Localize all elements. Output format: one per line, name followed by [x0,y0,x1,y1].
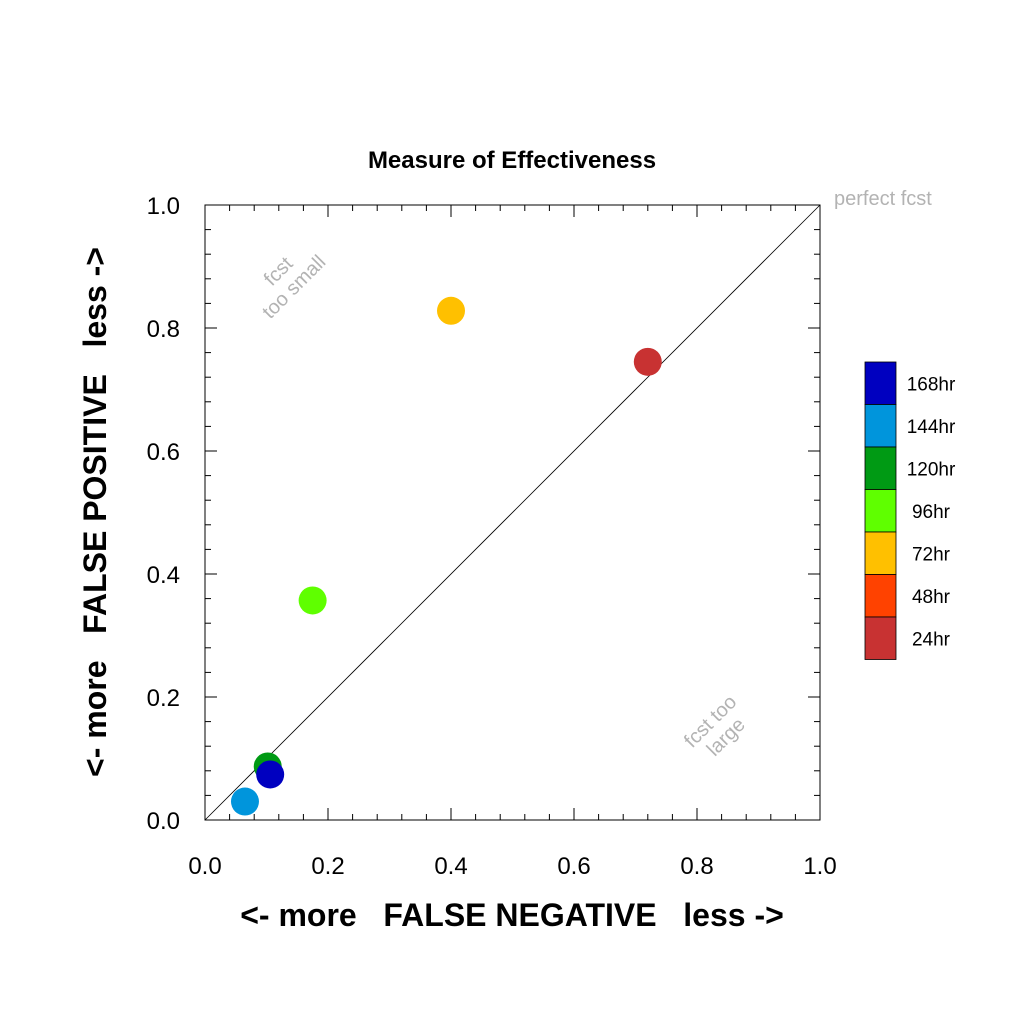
legend-label-144hr: 144hr [907,417,956,438]
legend-swatch-96hr [864,489,897,533]
annotation-perfect-fcst: perfect fcst [834,188,932,210]
legend-label-96hr: 96hr [912,502,951,523]
legend-swatch-168hr [864,361,897,405]
x-tick-label: 1.0 [803,853,836,880]
x-tick-labels: 0.0 0.2 0.4 0.6 0.8 1.0 [188,853,836,880]
point-96hr [298,586,327,615]
legend-swatch-48hr [864,574,897,618]
x-tick-label: 0.2 [311,853,344,880]
y-axis-label: <- more FALSE POSITIVE less -> [77,247,113,777]
x-tick-label: 0.8 [680,853,713,880]
plot-area [204,204,821,821]
x-tick-label: 0.0 [188,853,221,880]
legend-label-72hr: 72hr [912,544,951,565]
y-tick-labels: 0.0 0.2 0.4 0.6 0.8 1.0 [147,193,180,835]
chart-title: Measure of Effectiveness [368,147,656,174]
y-tick-label: 0.8 [147,316,180,343]
plot-frame [204,204,821,821]
legend-label-120hr: 120hr [907,459,956,480]
legend-label-168hr: 168hr [907,374,956,395]
y-tick-label: 0.6 [147,439,180,466]
annotation-fcst-too-large: fcst too large [680,691,750,761]
legend-label-48hr: 48hr [912,587,951,608]
y-tick-label: 0.2 [147,685,180,712]
point-24hr [633,347,662,376]
perfect-forecast-line [204,204,821,821]
legend-swatch-144hr [864,404,897,448]
legend-label-24hr: 24hr [912,629,951,650]
annotation-fcst-too-small: fcst too small [258,251,330,323]
annotation-small-line2: too small [258,251,330,323]
x-axis-label: <- more FALSE NEGATIVE less -> [240,897,784,933]
y-tick-label: 0.4 [147,562,180,589]
y-tick-label: 1.0 [147,193,180,220]
legend-swatch-72hr [864,531,897,575]
axis-ticks [204,204,821,821]
x-tick-label: 0.6 [557,853,590,880]
point-72hr [437,296,465,325]
legend-swatch-24hr [864,616,897,660]
legend-swatch-120hr [864,446,897,490]
data-points [230,296,662,816]
point-144hr [230,787,259,816]
legend: 168hr 144hr 120hr 96hr 72hr 48hr 24hr [864,361,956,660]
y-tick-label: 0.0 [147,808,180,835]
point-168hr [256,760,285,789]
x-tick-label: 0.4 [434,853,467,880]
